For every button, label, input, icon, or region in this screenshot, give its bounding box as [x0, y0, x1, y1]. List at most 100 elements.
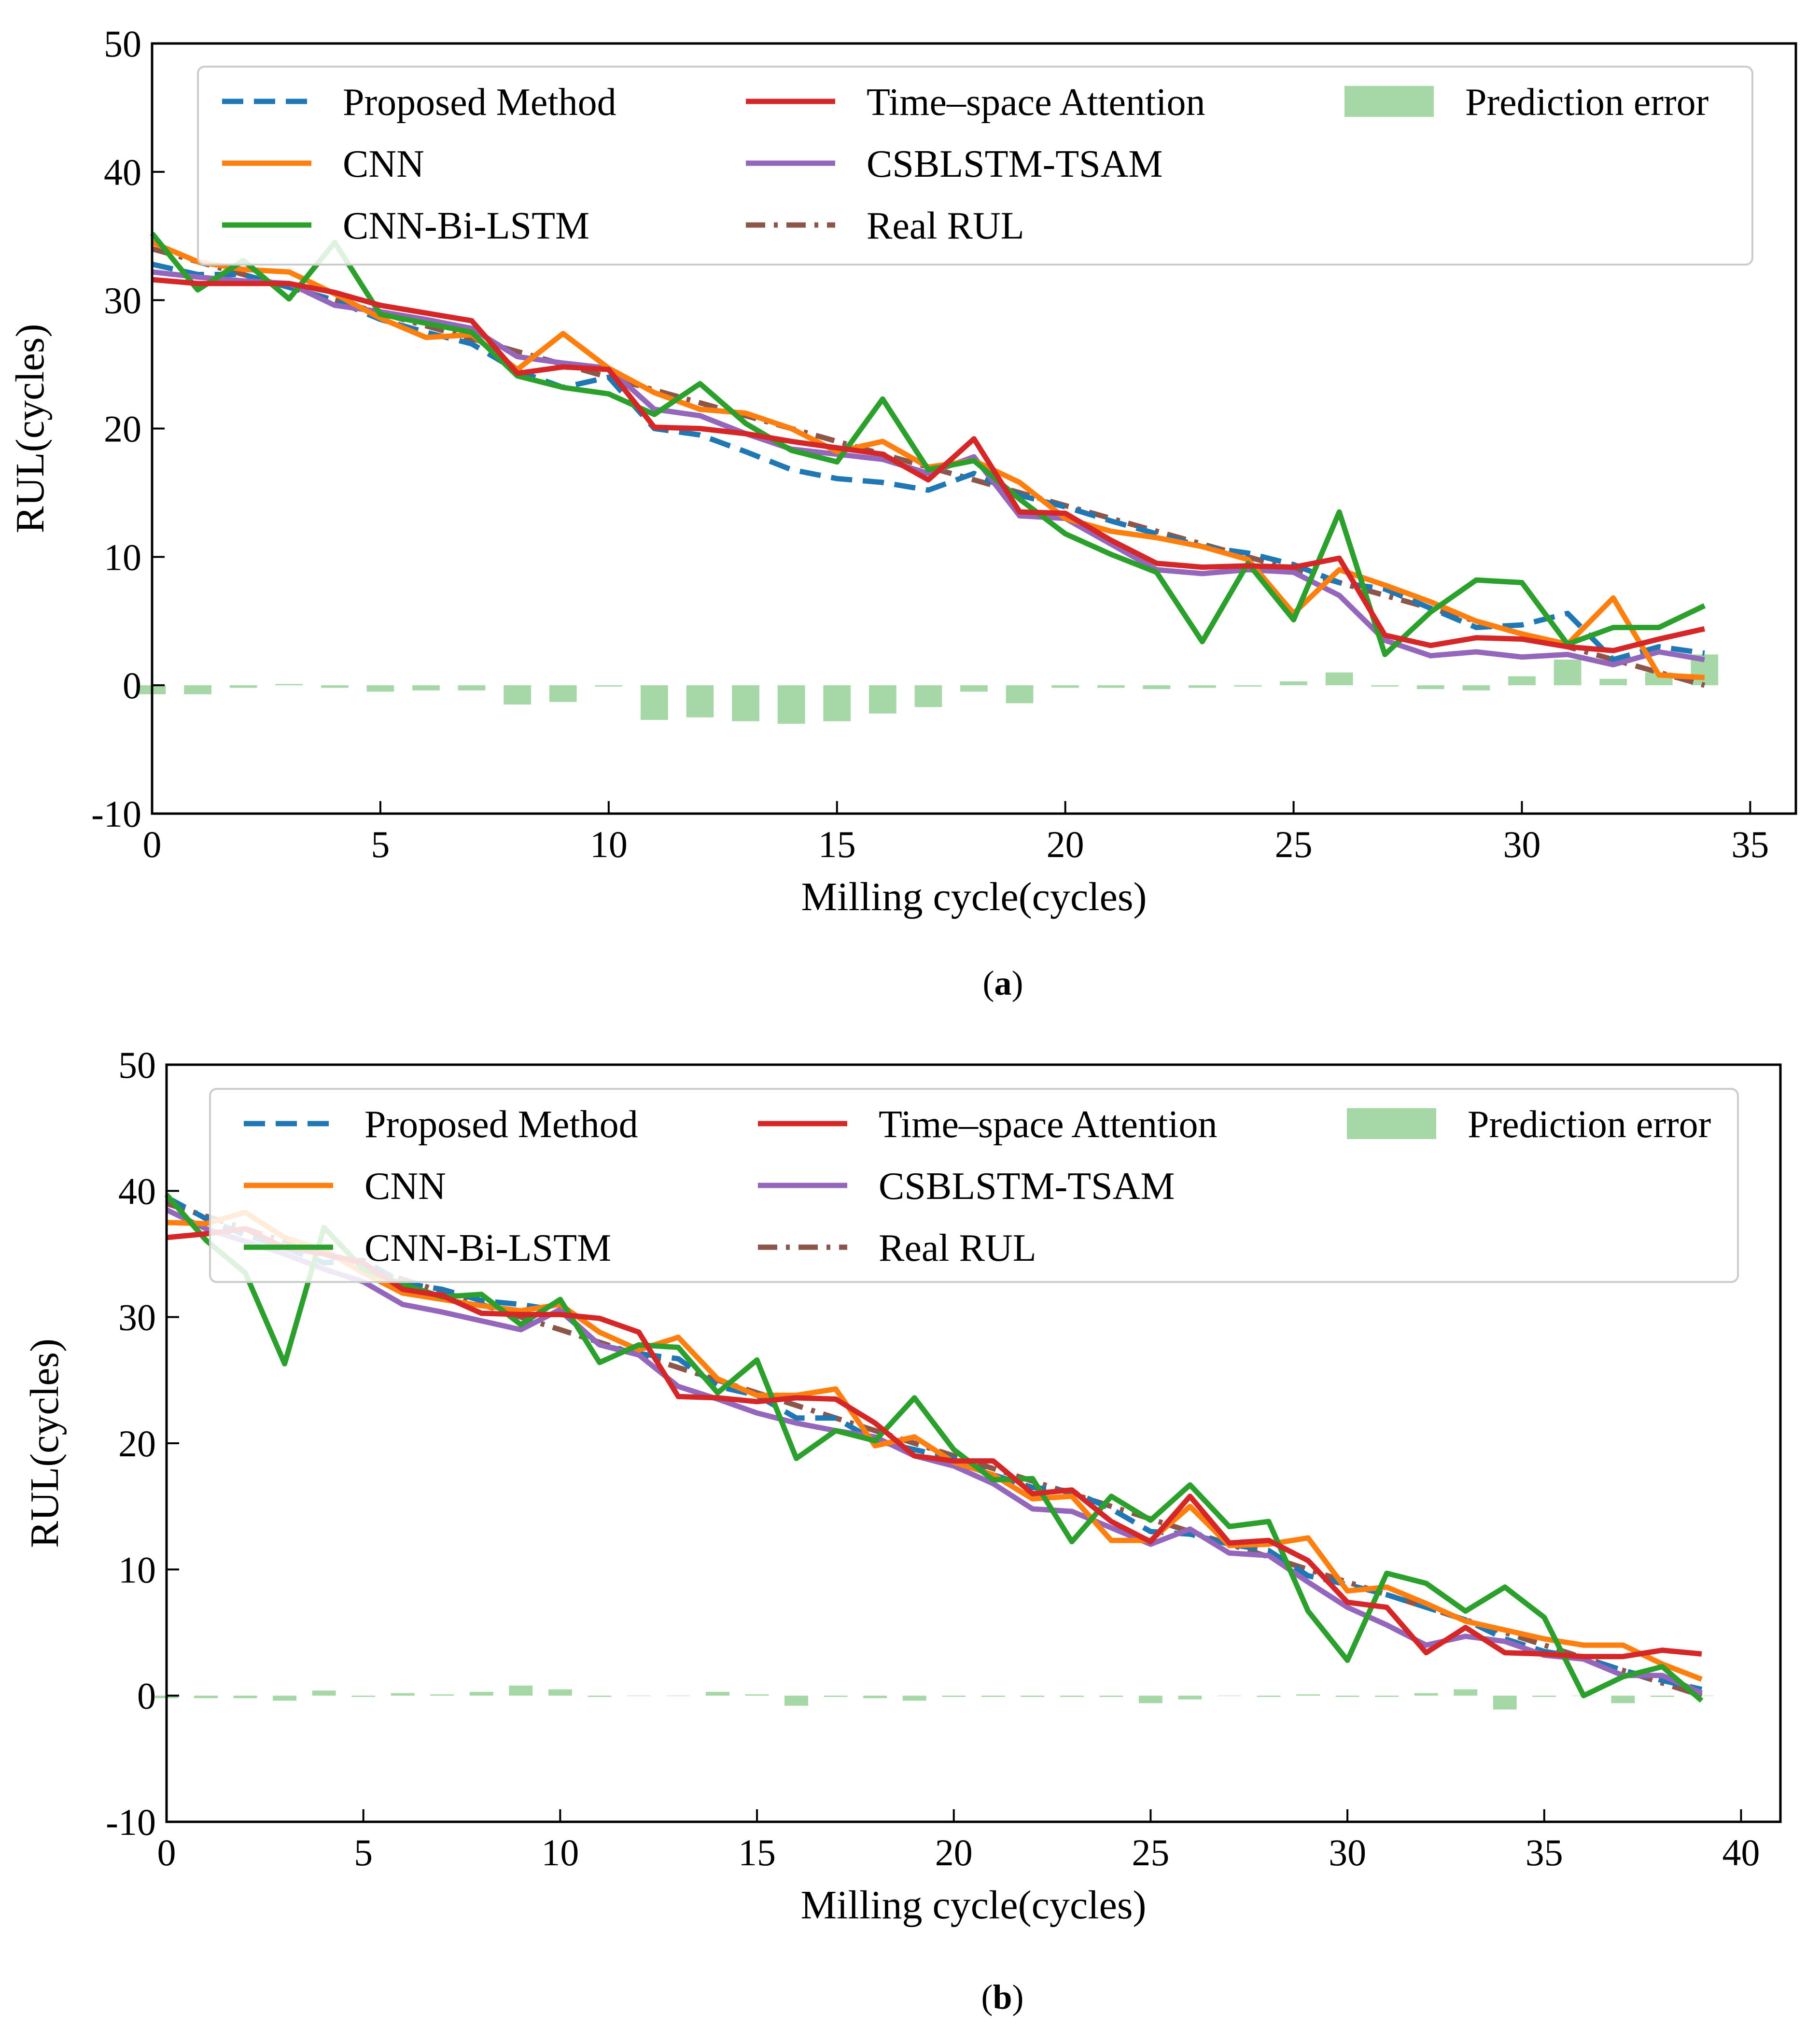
panel-a-caption: (a) — [983, 964, 1023, 1002]
panel-b-y-tick-label: 20 — [118, 1422, 156, 1465]
panel-a-x-tick-label: 15 — [818, 823, 856, 865]
panel-b-error-bar — [1060, 1695, 1084, 1697]
panel-b-y-tick-label: 40 — [118, 1170, 156, 1212]
panel-a-y-tick-label: 50 — [104, 23, 141, 65]
panel-a-x-tick-label: 30 — [1503, 823, 1541, 865]
panel-b-legend-label-csblstm: CSBLSTM-TSAM — [879, 1165, 1175, 1208]
panel-a-x-tick-label: 25 — [1275, 823, 1313, 865]
panel-a-error-bar — [1416, 685, 1444, 690]
panel-a-error-bar — [1234, 685, 1262, 687]
panel-b-error-bar — [863, 1695, 887, 1698]
panel-a-legend-label-real: Real RUL — [867, 205, 1024, 247]
panel-b-series-proposed-line — [165, 1195, 1703, 1692]
panel-b-error-bar — [1414, 1693, 1438, 1696]
panel-a-error-bar — [1508, 676, 1536, 686]
panel-a-y-tick-label: -10 — [91, 793, 141, 835]
panel-a-error-bar — [504, 685, 532, 705]
panel-b-error-bar — [233, 1695, 257, 1698]
panel-b-series-cnn-line — [166, 1210, 1703, 1682]
panel-a-legend-label-error: Prediction error — [1465, 81, 1708, 124]
panel-b-error-bar — [1611, 1695, 1635, 1704]
panel-a-error-bar — [777, 685, 805, 724]
panel-b-legend-box — [209, 1088, 1739, 1283]
panel-a-error-bar — [914, 685, 942, 707]
panel-a-y-tick-label: 20 — [104, 408, 141, 450]
panel-a-legend-entry-cnn-bi-lstm: CNN-Bi-LSTM — [222, 205, 589, 247]
panel-b-caption: (b) — [981, 1978, 1023, 2016]
panel-b-error-bar — [312, 1690, 336, 1696]
panel-b-y-tick-label: 10 — [118, 1549, 156, 1591]
panel-a-error-bar — [1143, 685, 1171, 690]
panel-a-error-bar — [641, 685, 668, 720]
panel-b-y-tick-label: -10 — [106, 1801, 156, 1843]
panel-a-error-bar — [1554, 660, 1582, 686]
panel-a-y-axis-title: RUL(cycles) — [8, 324, 53, 534]
panel-a-legend-entry-prediction-error: Prediction error — [1344, 81, 1708, 124]
panel-b-legend-entry-proposed-method: Proposed Method — [244, 1103, 638, 1146]
panel-a-error-bar — [732, 685, 759, 721]
panel-a-legend-label-cnnbilstm: CNN-Bi-LSTM — [343, 205, 589, 247]
panel-b-error-bar — [548, 1689, 572, 1696]
panel-b-series-tsa-line — [166, 1226, 1702, 1660]
panel-a-legend-entry-csblstm-tsam: CSBLSTM-TSAM — [746, 143, 1162, 185]
panel-b-error-bar — [1099, 1695, 1123, 1697]
panel-b-error-bar — [706, 1691, 729, 1696]
panel-b-legend-entry-prediction-error: Prediction error — [1347, 1103, 1711, 1146]
panel-a-legend-label-proposed: Proposed Method — [343, 81, 616, 124]
panel-a-legend-label-cnn: CNN — [343, 143, 424, 185]
panel-a-error-bar — [1325, 672, 1353, 686]
panel-b-caption-letter: b — [993, 1978, 1012, 2016]
panel-a-y-tick-label: 40 — [104, 151, 141, 193]
panel-a-error-bar — [595, 685, 623, 687]
panel-a-y-tick-label: 30 — [104, 280, 141, 322]
panel-b-legend-label-error: Prediction error — [1468, 1103, 1711, 1146]
panel-a-error-bar — [458, 685, 486, 690]
panel-b-x-tick-label: 35 — [1526, 1831, 1563, 1873]
panel-a-legend-entry-proposed-method: Proposed Method — [222, 81, 616, 124]
panel-a-error-bar — [823, 685, 851, 721]
panel-a-error-bar — [1189, 685, 1216, 688]
panel-a-error-bar — [412, 685, 440, 690]
panel-a-legend-entry-real-rul: Real RUL — [746, 205, 1024, 247]
panel-a-series-csblstm-line — [152, 269, 1705, 668]
panel-a-x-tick-label: 0 — [143, 823, 162, 865]
panel-a-error-bar — [1280, 681, 1307, 686]
panel-b-legend-label-cnn: CNN — [364, 1165, 446, 1208]
panel-a-error-bar — [686, 685, 714, 718]
panel-b-legend-entry-csblstm-tsam: CSBLSTM-TSAM — [758, 1165, 1175, 1208]
panel-b-error-bar — [1138, 1695, 1162, 1704]
panel-a-error-bar — [868, 685, 896, 714]
panel-b-error-bar — [1375, 1695, 1399, 1697]
panel-b-y-tick-label: 50 — [118, 1044, 156, 1086]
panel-b-error-bar — [981, 1695, 1005, 1697]
panel-b-legend-entry-real-rul: Real RUL — [758, 1227, 1036, 1269]
panel-b-error-bar — [1335, 1695, 1359, 1697]
panel-b-error-bar — [1650, 1695, 1674, 1697]
panel-b-error-bar — [745, 1694, 769, 1696]
panel-b-error-bar — [430, 1694, 454, 1696]
panel-a-error-bar — [321, 685, 349, 688]
panel-b-error-bar — [1257, 1695, 1281, 1697]
panel-a-error-bar — [1462, 685, 1490, 690]
panel-b-legend-label-proposed: Proposed Method — [364, 1103, 638, 1146]
panel-a-series-proposed-line — [151, 261, 1705, 662]
panel-a-error-bar — [366, 685, 394, 692]
panel-a-series-tsa-line — [152, 277, 1706, 653]
panel-b-y-tick-label: 0 — [137, 1675, 156, 1717]
panel-a-error-bar — [1006, 685, 1034, 704]
panel-b-x-tick-label: 5 — [354, 1831, 373, 1873]
panel-a-x-tick-label: 35 — [1731, 823, 1769, 865]
panel-b-x-tick-label: 30 — [1329, 1831, 1366, 1873]
panel-b-legend: Proposed Method CNN CNN-Bi-LSTM Time–space … — [209, 1088, 1739, 1283]
panel-b-x-tick-label: 20 — [935, 1831, 973, 1873]
panel-b-error-bar — [469, 1691, 493, 1696]
panel-a-legend-label-tsa: Time–space Attention — [867, 81, 1205, 124]
panel-b-error-bar — [902, 1695, 926, 1701]
panel-b-x-tick-label: 40 — [1722, 1831, 1760, 1873]
panel-b-y-axis-title: RUL(cycles) — [22, 1338, 67, 1548]
panel-b-error-bar — [942, 1695, 966, 1697]
panel-b-error-bar — [509, 1685, 533, 1696]
panel-a-error-bar — [275, 684, 303, 686]
panel-b-legend-label-real: Real RUL — [879, 1227, 1036, 1269]
